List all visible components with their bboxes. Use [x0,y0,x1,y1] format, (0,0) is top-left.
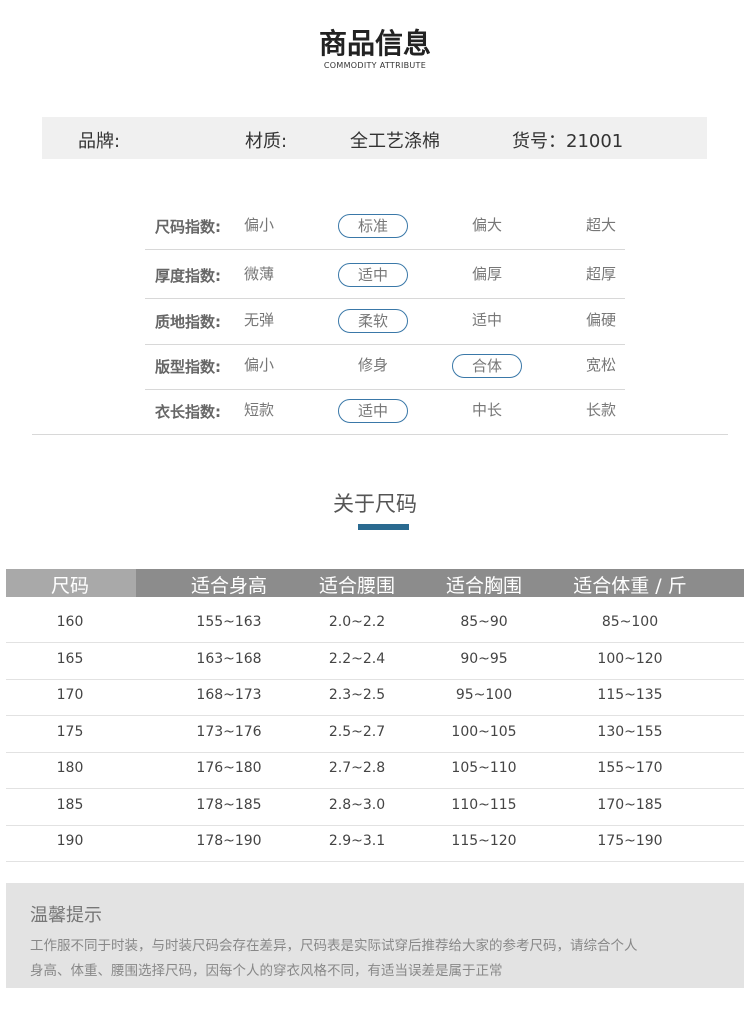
table-cell: 190 [56,833,84,849]
attribute-bar: 品牌: 材质: 全工艺涤棉 货号：21001 [42,117,707,159]
row-divider [145,298,625,299]
index-label: 版型指数: [155,358,221,376]
column-header: 适合身高 [190,575,268,597]
tip-line: 身高、体重、腰围选择尺码，因每个人的穿衣风格不同，有适当误差是属于正常 [30,963,503,979]
table-cell: 115~135 [597,687,663,703]
material-label: 材质: [245,131,288,152]
index-option: 超大 [585,216,616,234]
index-option: 超厚 [585,265,616,283]
table-cell: 178~190 [196,833,262,849]
row-divider [6,678,744,680]
column-header: 适合胸围 [445,575,523,597]
table-cell: 2.8~3.0 [328,796,386,813]
index-option: 长款 [585,401,616,419]
row-divider [6,751,744,753]
table-cell: 160 [56,614,84,630]
table-cell: 95~100 [455,687,513,703]
index-row: 版型指数: 偏小 修身 合体 宽松 [145,343,625,389]
accent-bar [358,524,409,530]
page-title: 商品信息 [318,27,431,60]
divider [32,434,728,435]
table-cell: 180 [56,760,84,776]
table-cell: 170~185 [597,796,663,813]
table-cell: 2.2~2.4 [328,650,386,667]
table-cell: 100~105 [451,723,517,740]
index-option-selected: 适中 [338,263,408,287]
column-header: 适合腰围 [318,575,396,597]
row-divider [6,715,744,716]
table-cell: 2.5~2.7 [328,723,386,740]
table-cell: 170 [56,687,84,703]
tip-box: 温馨提示 工作服不同于时装，与时装尺码会存在差异，尺码表是实际试穿后推荐给大家的… [6,883,744,988]
row-divider [6,788,744,789]
table-cell: 2.7~2.8 [328,760,386,776]
index-label: 质地指数: [155,313,221,331]
page-subtitle: COMMODITY ATTRIBUTE [323,61,427,70]
index-option-selected: 合体 [452,354,522,378]
index-option: 偏小 [243,356,274,374]
index-option: 偏硬 [585,311,616,329]
table-cell: 85~100 [601,614,659,630]
table-cell: 90~95 [460,650,508,667]
table-cell: 110~115 [451,796,517,813]
table-cell: 85~90 [460,614,508,630]
size-table-header: 尺码 适合身高 适合腰围 适合胸围 适合体重 / 斤 [6,569,744,597]
index-option: 修身 [357,356,388,374]
table-cell: 130~155 [597,723,663,740]
index-label: 尺码指数: [155,218,221,236]
table-cell: 163~168 [196,650,262,667]
column-header: 尺码 [50,575,90,597]
index-option: 偏小 [243,216,274,234]
row-divider [145,249,625,250]
index-label: 厚度指数: [155,267,221,285]
brand-label: 品牌: [78,131,121,152]
index-option-selected: 适中 [338,399,408,423]
table-cell: 155~163 [196,614,262,630]
row-divider [145,344,625,345]
index-option: 无弹 [243,311,274,329]
index-option: 宽松 [585,356,616,374]
index-label: 衣长指数: [155,403,221,421]
table-cell: 165 [56,650,84,667]
table-cell: 168~173 [196,687,262,703]
material-value: 全工艺涤棉 [350,131,440,152]
table-cell: 176~180 [196,760,262,776]
index-option-selected: 柔软 [338,309,408,333]
tip-title: 温馨提示 [30,905,102,926]
index-row: 尺码指数: 偏小 标准 偏大 超大 [145,203,625,249]
sku: 货号：21001 [512,131,624,152]
table-cell: 175~190 [597,833,663,849]
index-option: 中长 [471,401,502,419]
index-option: 微薄 [243,265,274,283]
row-divider [6,642,744,643]
table-cell: 173~176 [196,723,262,740]
table-cell: 185 [56,796,84,813]
row-divider [6,824,744,826]
table-cell: 2.3~2.5 [328,687,386,703]
row-divider [145,389,625,390]
index-option: 短款 [243,401,274,419]
size-section-title: 关于尺码 [333,492,417,516]
index-row: 质地指数: 无弹 柔软 适中 偏硬 [145,298,625,344]
table-cell: 178~185 [196,796,262,813]
index-option: 偏大 [471,216,502,234]
table-cell: 105~110 [451,760,517,776]
tip-line: 工作服不同于时装，与时装尺码会存在差异，尺码表是实际试穿后推荐给大家的参考尺码，… [30,938,638,954]
index-option: 偏厚 [471,265,502,283]
table-cell: 100~120 [597,650,663,667]
table-cell: 155~170 [597,760,663,776]
table-cell: 115~120 [451,833,517,849]
table-cell: 175 [56,723,84,740]
row-divider [6,861,744,862]
index-row: 衣长指数: 短款 适中 中长 长款 [145,388,625,434]
column-header: 适合体重 / 斤 [573,575,687,597]
index-option-selected: 标准 [338,214,408,238]
index-row: 厚度指数: 微薄 适中 偏厚 超厚 [145,252,625,298]
table-cell: 2.0~2.2 [328,614,386,630]
index-option: 适中 [471,311,502,329]
table-cell: 2.9~3.1 [328,833,386,849]
